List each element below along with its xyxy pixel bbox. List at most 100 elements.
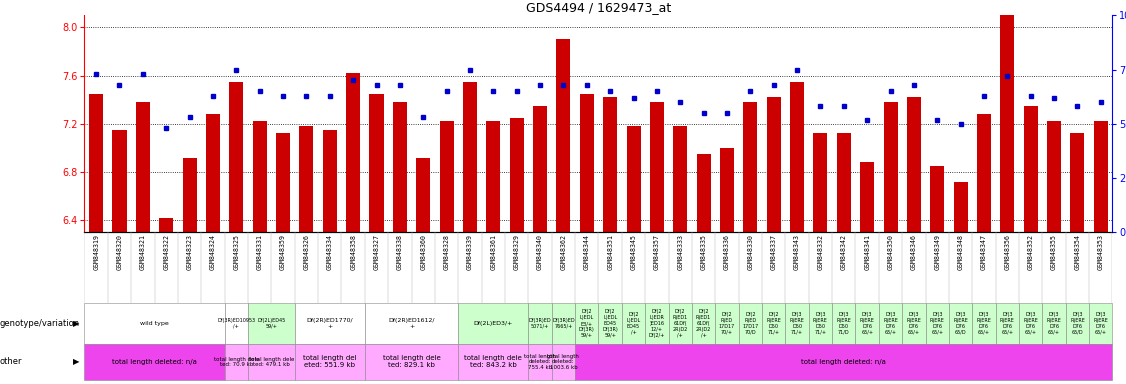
Bar (136, 102, 150, 232)
Text: ▶: ▶ (73, 319, 80, 328)
Bar (439, 121, 454, 232)
Text: Df(3
R)ERE
D76
65/+: Df(3 R)ERE D76 65/+ (1000, 312, 1015, 335)
Bar (1071, 134, 1084, 232)
Text: Df(3
R)ERE
D76
65/+: Df(3 R)ERE D76 65/+ (1024, 312, 1038, 335)
Text: Df(2
R)ED1
61Df(
2R)D2
/+: Df(2 R)ED1 61Df( 2R)D2 /+ (696, 310, 712, 338)
Bar (813, 134, 828, 232)
Text: GSM848339: GSM848339 (467, 234, 473, 270)
Bar (650, 102, 664, 232)
Bar (323, 130, 337, 232)
Text: GSM848329: GSM848329 (513, 234, 520, 270)
Bar (977, 114, 991, 232)
Bar (906, 97, 921, 232)
Text: wild type: wild type (140, 321, 169, 326)
Text: Df(3R)ED
5071/+: Df(3R)ED 5071/+ (529, 318, 552, 329)
Bar (113, 130, 126, 232)
Bar (837, 134, 851, 232)
Text: genotype/variation: genotype/variation (0, 319, 80, 328)
Text: Df(3
R)ERE
D76
65/D: Df(3 R)ERE D76 65/D (1070, 312, 1084, 335)
Text: Df(2
R)ERE
D50
71/+: Df(2 R)ERE D50 71/+ (767, 312, 781, 335)
Text: GSM848350: GSM848350 (887, 234, 894, 270)
Text: Df(2
L)EDL
ED45
Df(3R)
59/+: Df(2 L)EDL ED45 Df(3R) 59/+ (602, 310, 618, 338)
Text: GSM848343: GSM848343 (794, 234, 801, 270)
Text: GSM848323: GSM848323 (187, 234, 193, 270)
Text: Df(3
R)ERE
D50
71/+: Df(3 R)ERE D50 71/+ (813, 312, 828, 335)
Bar (533, 106, 547, 232)
Text: GSM848352: GSM848352 (1028, 234, 1034, 270)
Text: Df(3
R)ERE
D50
71/+: Df(3 R)ERE D50 71/+ (789, 312, 804, 335)
Text: Df(3R)ED
7665/+: Df(3R)ED 7665/+ (552, 318, 574, 329)
Bar (884, 102, 897, 232)
Text: Df(2
L)EDL
E3/+
Df(3R)
59/+: Df(2 L)EDL E3/+ Df(3R) 59/+ (579, 310, 595, 338)
Bar (486, 121, 500, 232)
Text: GSM848336: GSM848336 (724, 234, 730, 270)
Text: total length dele
ted: 70.9 kb: total length dele ted: 70.9 kb (214, 356, 259, 367)
Text: GSM848325: GSM848325 (233, 234, 240, 270)
Bar (230, 82, 243, 232)
Text: GSM848337: GSM848337 (770, 234, 777, 270)
Text: GSM848334: GSM848334 (327, 234, 333, 270)
Text: total length deleted: n/a: total length deleted: n/a (802, 359, 886, 365)
Text: Df(2
L)EDL
ED45
/+: Df(2 L)EDL ED45 /+ (626, 312, 641, 335)
Text: GSM848345: GSM848345 (631, 234, 636, 270)
Text: GSM848335: GSM848335 (700, 234, 707, 270)
Text: Df(2
R)ED
17D17
70/D: Df(2 R)ED 17D17 70/D (742, 312, 759, 335)
Bar (954, 182, 967, 232)
Bar (767, 97, 780, 232)
Text: Df(3
R)ERE
D76
65/+: Df(3 R)ERE D76 65/+ (906, 312, 921, 335)
Bar (580, 94, 593, 232)
Text: GSM848355: GSM848355 (1051, 234, 1057, 270)
Bar (206, 114, 220, 232)
Text: GSM848357: GSM848357 (654, 234, 660, 270)
Bar (697, 154, 711, 232)
Bar (1093, 121, 1108, 232)
Text: GSM848332: GSM848332 (817, 234, 823, 270)
Bar (556, 40, 571, 232)
Bar (1000, 15, 1015, 232)
Text: Df(3
R)ERE
D76
65/+: Df(3 R)ERE D76 65/+ (860, 312, 875, 335)
Text: GSM848348: GSM848348 (957, 234, 964, 270)
Text: Df(2L)ED45
59/+: Df(2L)ED45 59/+ (257, 318, 286, 329)
Title: GDS4494 / 1629473_at: GDS4494 / 1629473_at (526, 1, 671, 14)
Text: GSM848326: GSM848326 (303, 234, 310, 270)
Text: GSM848362: GSM848362 (561, 234, 566, 270)
Text: GSM848349: GSM848349 (935, 234, 940, 270)
Text: Df(3
R)ERE
D76
65/D: Df(3 R)ERE D76 65/D (954, 312, 968, 335)
Text: GSM848347: GSM848347 (981, 234, 988, 270)
Text: Df(3
R)ERE
D76
65/+: Df(3 R)ERE D76 65/+ (976, 312, 991, 335)
Text: GSM848333: GSM848333 (677, 234, 683, 270)
Text: GSM848351: GSM848351 (607, 234, 614, 270)
Text: GSM848331: GSM848331 (257, 234, 262, 270)
Text: GSM848328: GSM848328 (444, 234, 449, 270)
Text: Df(3R)ED10953
/+: Df(3R)ED10953 /+ (217, 318, 256, 329)
Text: Df(2
R)ED
17D17
70/+: Df(2 R)ED 17D17 70/+ (718, 312, 735, 335)
Bar (182, 157, 197, 232)
Text: GSM848346: GSM848346 (911, 234, 917, 270)
Bar (1047, 121, 1061, 232)
Bar (393, 102, 406, 232)
Bar (860, 162, 874, 232)
Bar (159, 218, 173, 232)
Text: GSM848361: GSM848361 (490, 234, 497, 270)
Text: Df(3
R)ERE
D50
71/D: Df(3 R)ERE D50 71/D (837, 312, 851, 335)
Text: GSM848341: GSM848341 (864, 234, 870, 270)
Text: Df(3
R)ERE
D76
65/+: Df(3 R)ERE D76 65/+ (883, 312, 897, 335)
Text: GSM848338: GSM848338 (396, 234, 403, 270)
Bar (276, 134, 291, 232)
Bar (463, 82, 477, 232)
Bar (510, 118, 524, 232)
Text: ▶: ▶ (73, 358, 80, 366)
Text: GSM848353: GSM848353 (1098, 234, 1103, 270)
Text: GSM848359: GSM848359 (280, 234, 286, 270)
Text: Df(2L)ED3/+: Df(2L)ED3/+ (474, 321, 513, 326)
Text: GSM848319: GSM848319 (93, 234, 99, 270)
Text: GSM848322: GSM848322 (163, 234, 169, 270)
Bar (720, 148, 734, 232)
Text: Df(2
L)EDR
)ED16
12/+
Df(2/+: Df(2 L)EDR )ED16 12/+ Df(2/+ (649, 310, 665, 338)
Text: Df(3
R)ERE
D76
65/+: Df(3 R)ERE D76 65/+ (930, 312, 945, 335)
Text: total length dele
ted: 843.2 kb: total length dele ted: 843.2 kb (464, 356, 522, 368)
Text: GSM848344: GSM848344 (583, 234, 590, 270)
Text: Df(3
R)ERE
D76
65/+: Df(3 R)ERE D76 65/+ (1047, 312, 1062, 335)
Text: total length deleted: n/a: total length deleted: n/a (113, 359, 197, 365)
Text: total length
deleted:
1003.6 kb: total length deleted: 1003.6 kb (547, 354, 580, 370)
